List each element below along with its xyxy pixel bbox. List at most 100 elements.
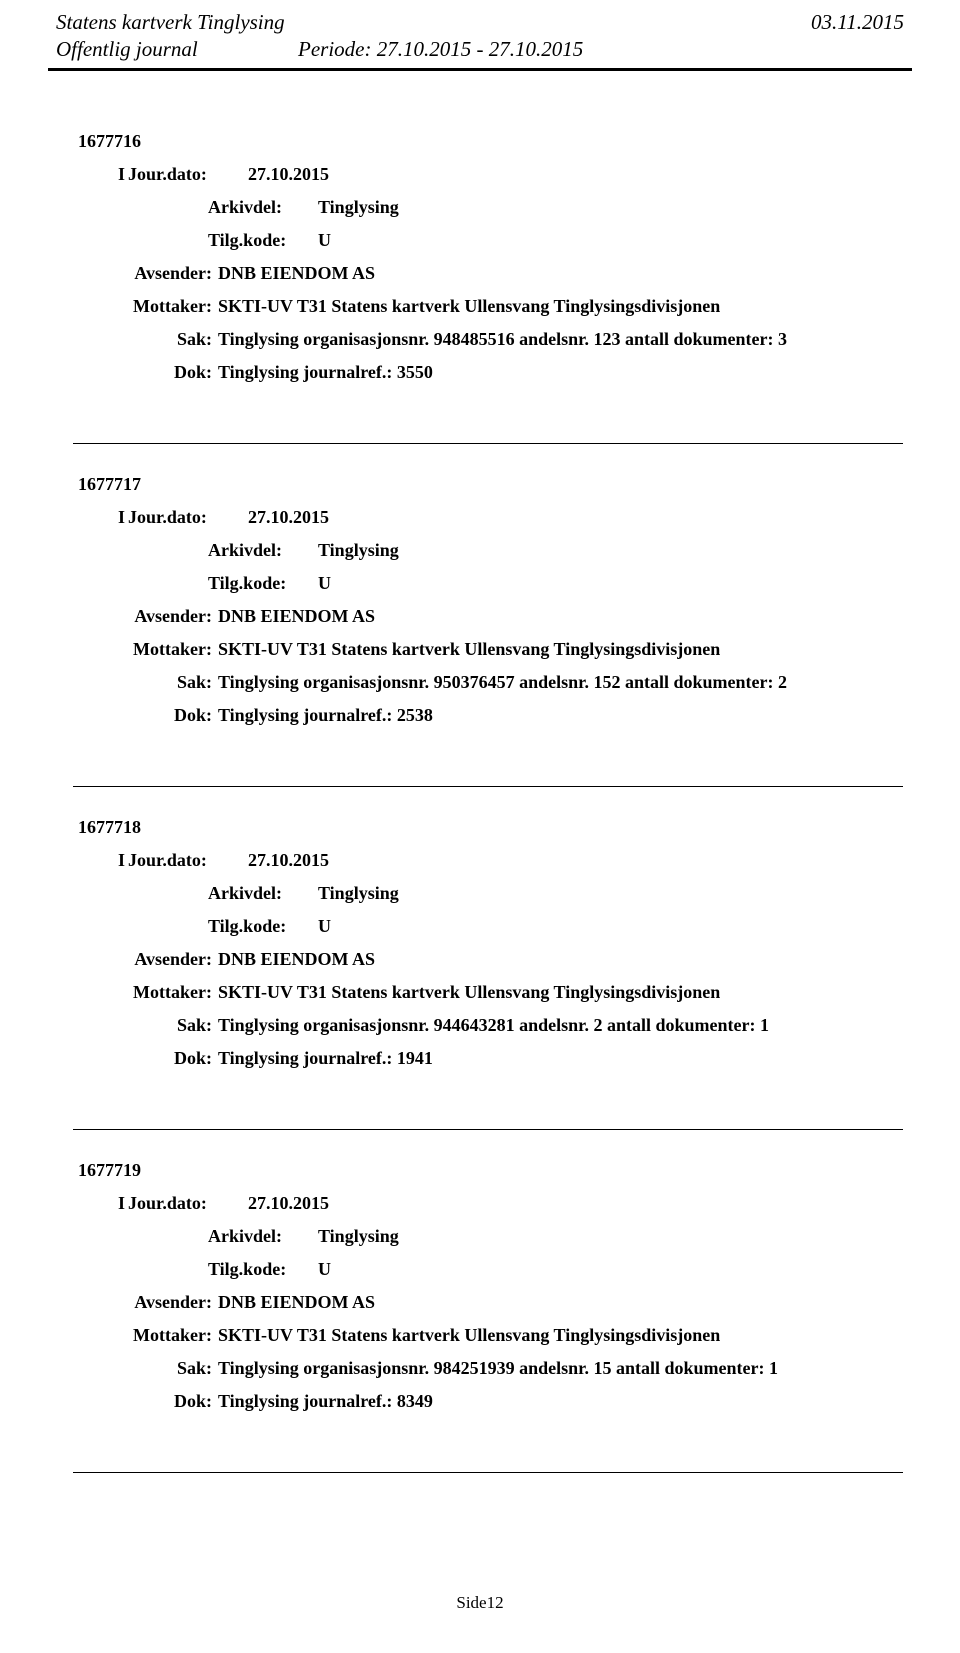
tilgkode-line: Tilg.kode: U <box>78 916 912 937</box>
record-id: 1677716 <box>78 131 912 152</box>
sak-label: Sak: <box>123 1015 218 1036</box>
record-type: I <box>78 850 128 871</box>
avsender-value: DNB EIENDOM AS <box>218 1292 912 1313</box>
arkivdel-value: Tinglysing <box>318 540 399 561</box>
jour-dato-line: I Jour.dato: 27.10.2015 <box>78 507 912 528</box>
mottaker-value: SKTI-UV T31 Statens kartverk Ullensvang … <box>218 296 912 317</box>
arkivdel-value: Tinglysing <box>318 197 399 218</box>
avsender-line: Avsender: DNB EIENDOM AS <box>78 263 912 284</box>
dok-line: Dok: Tinglysing journalref.: 8349 <box>78 1391 912 1412</box>
dok-label: Dok: <box>123 1048 218 1069</box>
dok-label: Dok: <box>123 362 218 383</box>
mottaker-label: Mottaker: <box>123 639 218 660</box>
sak-value: Tinglysing organisasjonsnr. 944643281 an… <box>218 1015 912 1036</box>
tilgkode-label: Tilg.kode: <box>208 1259 318 1280</box>
dok-value: Tinglysing journalref.: 2538 <box>218 705 912 726</box>
jour-dato-label: Jour.dato: <box>128 850 248 871</box>
record: 1677716 I Jour.dato: 27.10.2015 Arkivdel… <box>78 131 912 383</box>
record-type: I <box>78 507 128 528</box>
avsender-label: Avsender: <box>123 606 218 627</box>
jour-dato-line: I Jour.dato: 27.10.2015 <box>78 1193 912 1214</box>
jour-dato-value: 27.10.2015 <box>248 164 912 185</box>
jour-dato-value: 27.10.2015 <box>248 850 912 871</box>
record-divider <box>73 1129 903 1130</box>
dok-value: Tinglysing journalref.: 1941 <box>218 1048 912 1069</box>
arkivdel-line: Arkivdel: Tinglysing <box>78 540 912 561</box>
sak-value: Tinglysing organisasjonsnr. 948485516 an… <box>218 329 912 350</box>
avsender-label: Avsender: <box>123 949 218 970</box>
avsender-line: Avsender: DNB EIENDOM AS <box>78 606 912 627</box>
mottaker-value: SKTI-UV T31 Statens kartverk Ullensvang … <box>218 982 912 1003</box>
tilgkode-label: Tilg.kode: <box>208 230 318 251</box>
avsender-line: Avsender: DNB EIENDOM AS <box>78 1292 912 1313</box>
records-container: 1677716 I Jour.dato: 27.10.2015 Arkivdel… <box>48 71 912 1473</box>
jour-dato-value: 27.10.2015 <box>248 1193 912 1214</box>
record-id: 1677717 <box>78 474 912 495</box>
jour-dato-value: 27.10.2015 <box>248 507 912 528</box>
sak-value: Tinglysing organisasjonsnr. 950376457 an… <box>218 672 912 693</box>
sak-line: Sak: Tinglysing organisasjonsnr. 9842519… <box>78 1358 912 1379</box>
header-row: Statens kartverk Tinglysing 03.11.2015 <box>48 10 912 35</box>
record-type: I <box>78 164 128 185</box>
avsender-value: DNB EIENDOM AS <box>218 949 912 970</box>
arkivdel-line: Arkivdel: Tinglysing <box>78 883 912 904</box>
dok-line: Dok: Tinglysing journalref.: 3550 <box>78 362 912 383</box>
sak-line: Sak: Tinglysing organisasjonsnr. 9503764… <box>78 672 912 693</box>
arkivdel-value: Tinglysing <box>318 883 399 904</box>
sak-label: Sak: <box>123 1358 218 1379</box>
dok-value: Tinglysing journalref.: 3550 <box>218 362 912 383</box>
record: 1677718 I Jour.dato: 27.10.2015 Arkivdel… <box>78 817 912 1069</box>
avsender-line: Avsender: DNB EIENDOM AS <box>78 949 912 970</box>
dok-line: Dok: Tinglysing journalref.: 2538 <box>78 705 912 726</box>
record-divider <box>73 443 903 444</box>
tilgkode-value: U <box>318 916 331 937</box>
record: 1677717 I Jour.dato: 27.10.2015 Arkivdel… <box>78 474 912 726</box>
arkivdel-label: Arkivdel: <box>208 883 318 904</box>
dok-label: Dok: <box>123 1391 218 1412</box>
avsender-label: Avsender: <box>123 263 218 284</box>
avsender-label: Avsender: <box>123 1292 218 1313</box>
record-divider <box>73 1472 903 1473</box>
jour-dato-label: Jour.dato: <box>128 507 248 528</box>
dok-line: Dok: Tinglysing journalref.: 1941 <box>78 1048 912 1069</box>
header-date: 03.11.2015 <box>811 10 912 35</box>
header-title: Statens kartverk Tinglysing <box>48 10 285 35</box>
mottaker-line: Mottaker: SKTI-UV T31 Statens kartverk U… <box>78 1325 912 1346</box>
mottaker-line: Mottaker: SKTI-UV T31 Statens kartverk U… <box>78 296 912 317</box>
arkivdel-value: Tinglysing <box>318 1226 399 1247</box>
sak-line: Sak: Tinglysing organisasjonsnr. 9484855… <box>78 329 912 350</box>
record-type: I <box>78 1193 128 1214</box>
jour-dato-label: Jour.dato: <box>128 1193 248 1214</box>
jour-dato-line: I Jour.dato: 27.10.2015 <box>78 850 912 871</box>
record-id: 1677718 <box>78 817 912 838</box>
tilgkode-value: U <box>318 573 331 594</box>
record: 1677719 I Jour.dato: 27.10.2015 Arkivdel… <box>78 1160 912 1412</box>
mottaker-label: Mottaker: <box>123 982 218 1003</box>
jour-dato-line: I Jour.dato: 27.10.2015 <box>78 164 912 185</box>
mottaker-line: Mottaker: SKTI-UV T31 Statens kartverk U… <box>78 982 912 1003</box>
subheader-title: Offentlig journal <box>48 37 268 62</box>
tilgkode-line: Tilg.kode: U <box>78 573 912 594</box>
jour-dato-label: Jour.dato: <box>128 164 248 185</box>
tilgkode-label: Tilg.kode: <box>208 573 318 594</box>
tilgkode-line: Tilg.kode: U <box>78 1259 912 1280</box>
mottaker-value: SKTI-UV T31 Statens kartverk Ullensvang … <box>218 639 912 660</box>
mottaker-label: Mottaker: <box>123 1325 218 1346</box>
arkivdel-line: Arkivdel: Tinglysing <box>78 1226 912 1247</box>
tilgkode-label: Tilg.kode: <box>208 916 318 937</box>
arkivdel-line: Arkivdel: Tinglysing <box>78 197 912 218</box>
sak-value: Tinglysing organisasjonsnr. 984251939 an… <box>218 1358 912 1379</box>
mottaker-value: SKTI-UV T31 Statens kartverk Ullensvang … <box>218 1325 912 1346</box>
period-text: Periode: 27.10.2015 - 27.10.2015 <box>268 37 583 62</box>
dok-value: Tinglysing journalref.: 8349 <box>218 1391 912 1412</box>
sak-label: Sak: <box>123 329 218 350</box>
tilgkode-line: Tilg.kode: U <box>78 230 912 251</box>
page-number: Side12 <box>48 1593 912 1613</box>
sak-line: Sak: Tinglysing organisasjonsnr. 9446432… <box>78 1015 912 1036</box>
arkivdel-label: Arkivdel: <box>208 197 318 218</box>
tilgkode-value: U <box>318 230 331 251</box>
sak-label: Sak: <box>123 672 218 693</box>
mottaker-label: Mottaker: <box>123 296 218 317</box>
arkivdel-label: Arkivdel: <box>208 540 318 561</box>
avsender-value: DNB EIENDOM AS <box>218 606 912 627</box>
